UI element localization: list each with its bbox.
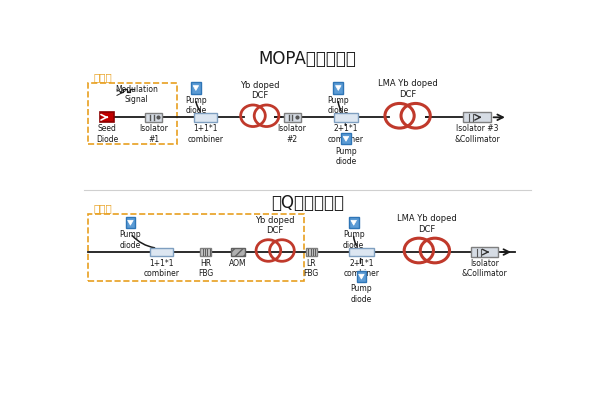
Text: Pump
diode: Pump diode: [335, 146, 357, 166]
Bar: [471, 247, 499, 257]
Text: Yb doped
DCF: Yb doped DCF: [256, 216, 295, 235]
Text: Modulation
Signal: Modulation Signal: [115, 85, 158, 104]
Bar: [194, 113, 217, 122]
Text: 2+1*1
combiner: 2+1*1 combiner: [328, 124, 364, 144]
Bar: [191, 82, 201, 94]
Text: 种子光: 种子光: [94, 203, 112, 213]
Text: Seed
Diode: Seed Diode: [96, 124, 118, 144]
Polygon shape: [193, 86, 199, 90]
Bar: [306, 248, 317, 256]
Bar: [149, 248, 173, 256]
Bar: [334, 82, 343, 94]
Bar: [349, 217, 359, 228]
Text: Pump
diode: Pump diode: [119, 230, 141, 250]
Text: Isolator
&Collimator: Isolator &Collimator: [462, 259, 508, 278]
Text: LMA Yb doped
DCF: LMA Yb doped DCF: [397, 214, 457, 234]
Text: Pump
diode: Pump diode: [185, 96, 206, 115]
Text: 调Q光纤激光器: 调Q光纤激光器: [271, 194, 344, 212]
Bar: [284, 113, 301, 122]
Text: LMA Yb doped
DCF: LMA Yb doped DCF: [378, 80, 437, 99]
Text: 种子光: 种子光: [94, 72, 112, 82]
Text: HR
FBG: HR FBG: [198, 259, 214, 278]
Bar: [145, 113, 162, 122]
Text: Pump
diode: Pump diode: [343, 230, 365, 250]
Text: 1+1*1
combiner: 1+1*1 combiner: [188, 124, 224, 144]
Text: Pump
diode: Pump diode: [328, 96, 349, 115]
Bar: [349, 248, 374, 256]
Polygon shape: [128, 220, 133, 225]
Polygon shape: [351, 220, 356, 225]
Bar: [100, 112, 114, 122]
Bar: [200, 248, 211, 256]
Polygon shape: [359, 274, 364, 279]
Polygon shape: [343, 136, 349, 141]
Bar: [125, 217, 135, 228]
Bar: [231, 248, 245, 256]
Text: 1+1*1
combiner: 1+1*1 combiner: [143, 259, 179, 278]
Text: Isolator
#2: Isolator #2: [278, 124, 307, 144]
Text: 2+1*1
combiner: 2+1*1 combiner: [343, 259, 379, 278]
Polygon shape: [335, 86, 341, 90]
Text: AOM: AOM: [229, 259, 247, 268]
Text: Yb doped
DCF: Yb doped DCF: [240, 81, 280, 100]
Bar: [356, 271, 366, 282]
Text: LR
FBG: LR FBG: [304, 259, 319, 278]
Bar: [88, 214, 304, 280]
Bar: [334, 113, 358, 122]
Text: MOPA光纤激光器: MOPA光纤激光器: [259, 50, 356, 68]
Text: Pump
diode: Pump diode: [350, 284, 372, 304]
Text: Isolator
#1: Isolator #1: [139, 124, 168, 144]
Bar: [88, 83, 176, 144]
Bar: [341, 133, 351, 144]
Text: Isolator #3
&Collimator: Isolator #3 &Collimator: [454, 124, 500, 144]
Bar: [463, 112, 491, 122]
